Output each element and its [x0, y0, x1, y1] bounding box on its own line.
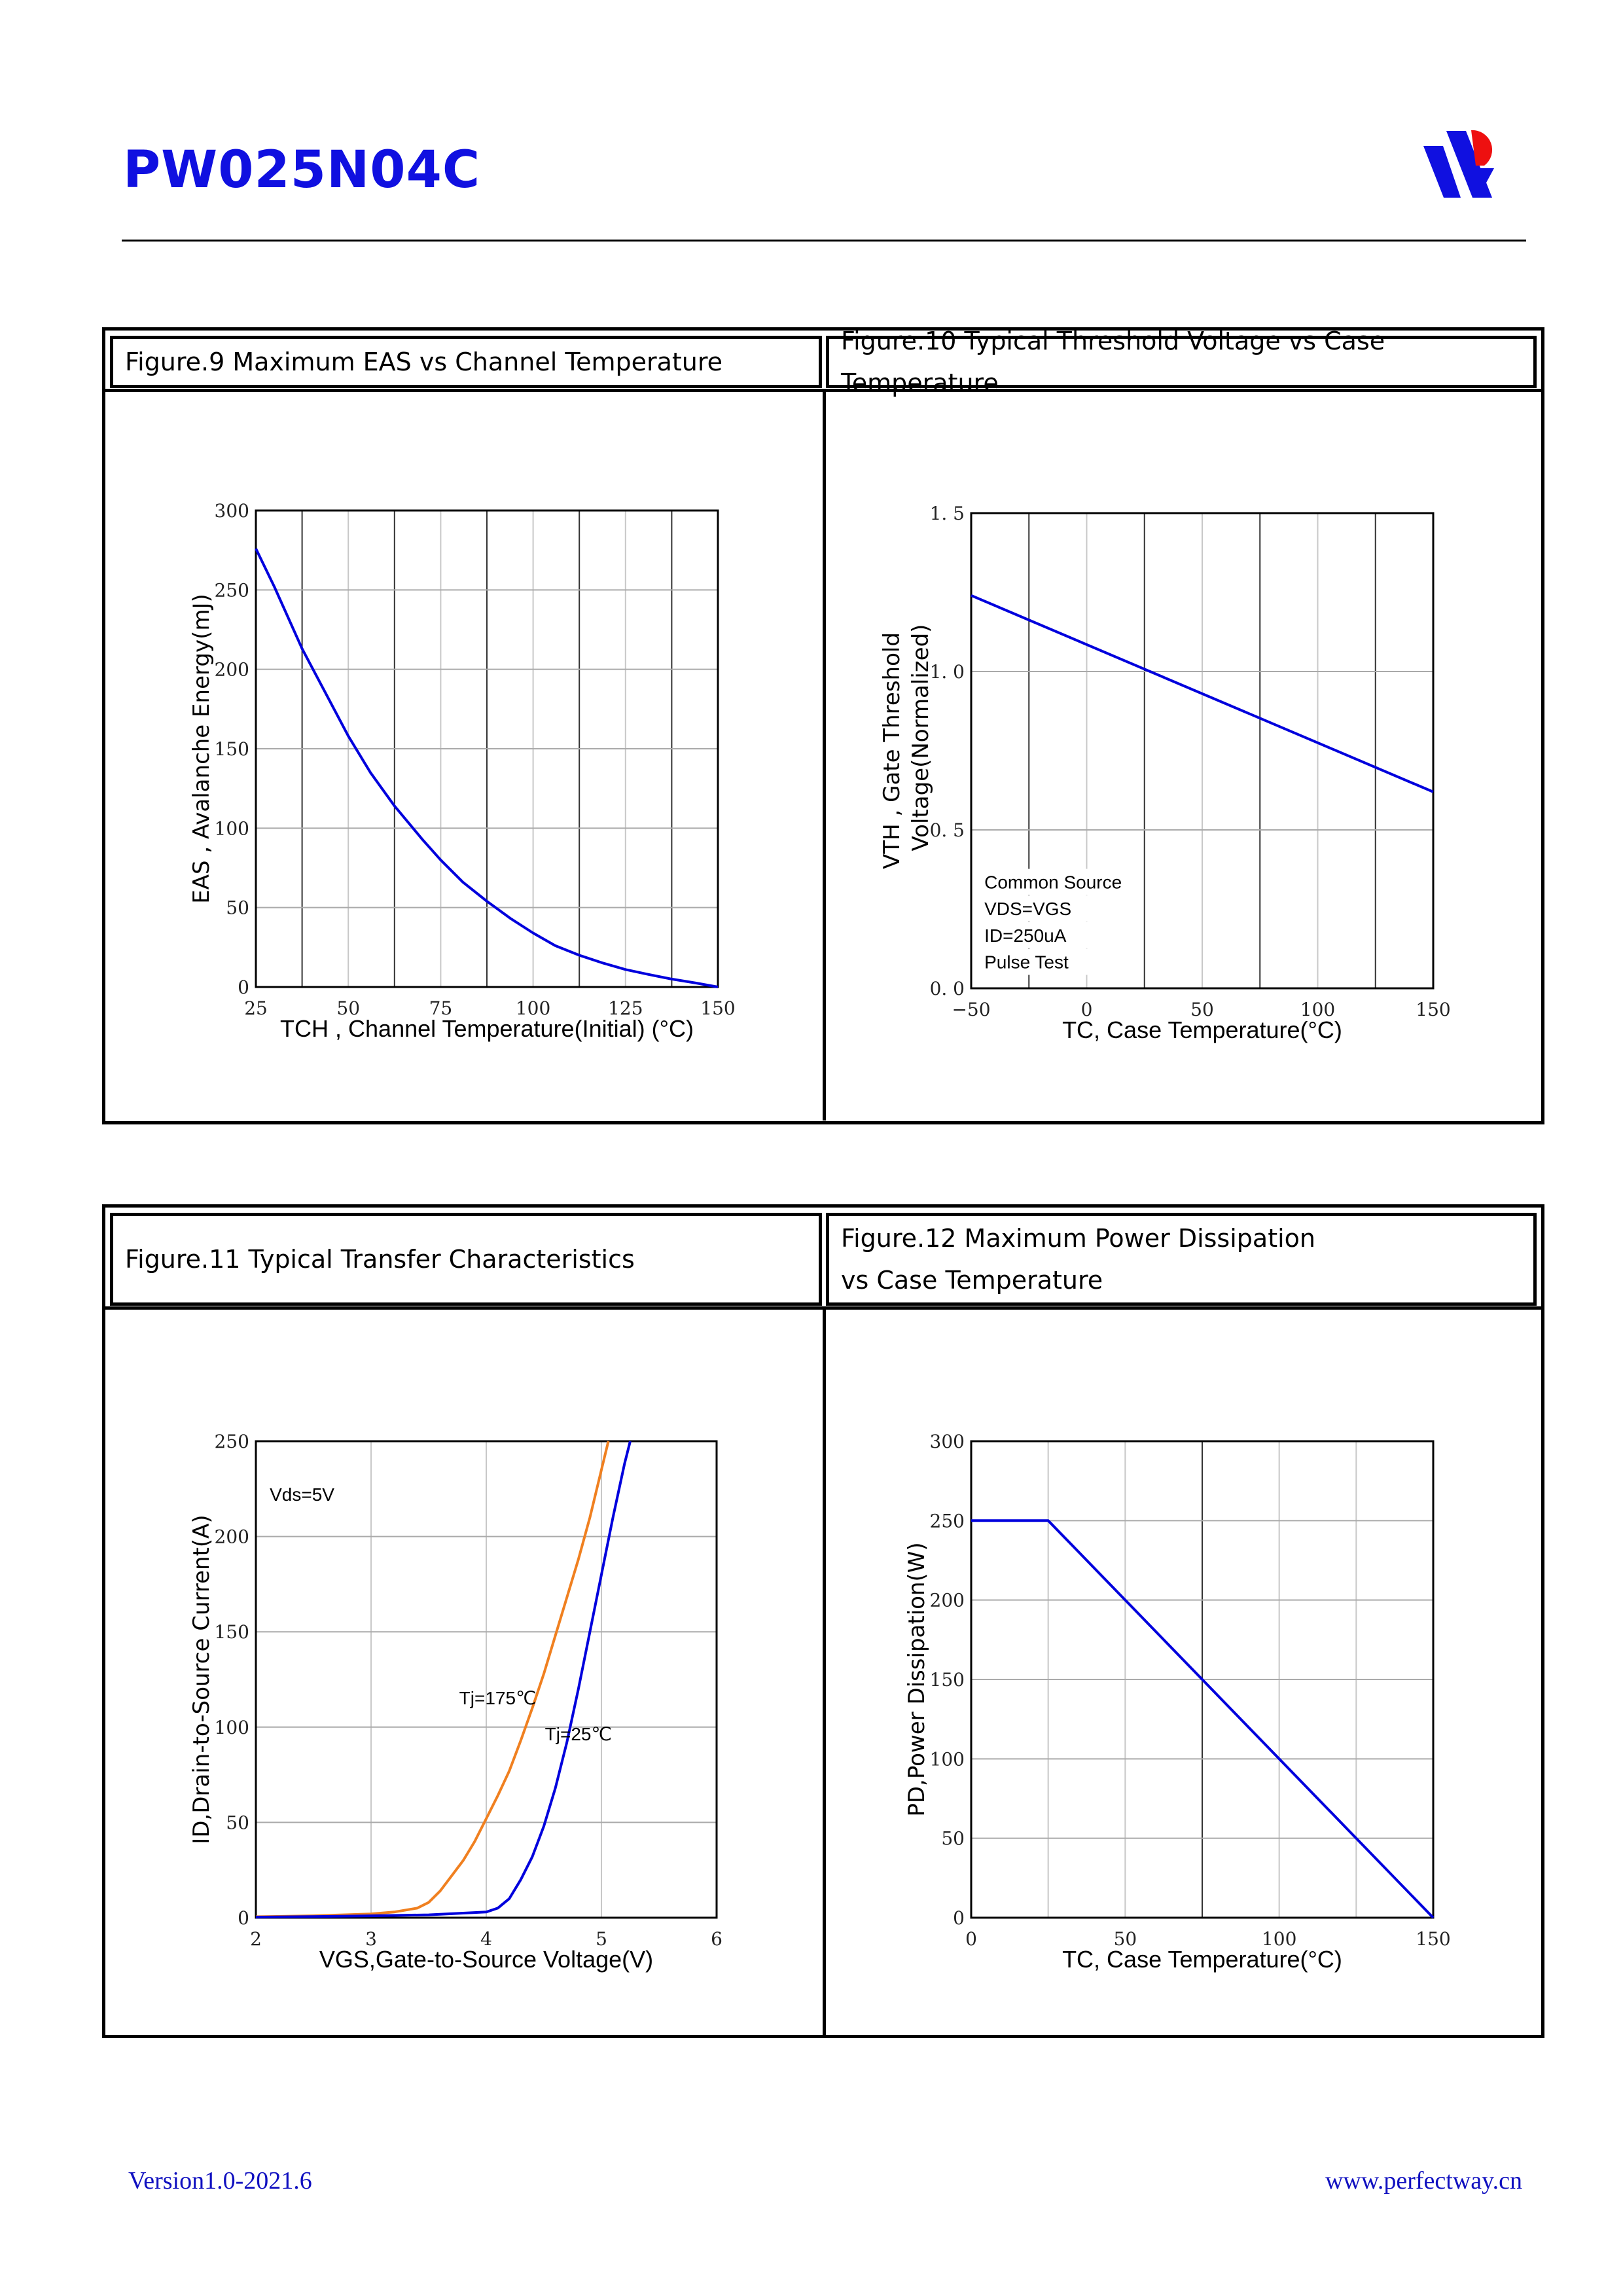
chart-fig11: 2 3 4 5 6 0 50 100 150 200 250 VGS,Gate-to-Source V…	[188, 1431, 722, 1973]
y-tick-label: 250	[215, 579, 249, 601]
company-logo	[1420, 128, 1512, 200]
table-divider	[823, 389, 826, 1121]
figure-table-bottom	[102, 1204, 1544, 2038]
y-axis-label: VTH , Gate Threshold	[879, 632, 905, 869]
x-tick-label: 150	[700, 997, 735, 1019]
website-footer[interactable]: www.perfectway.cn	[1325, 2167, 1522, 2195]
y-tick-label: 200	[215, 1526, 249, 1548]
series-line-fig12-0	[971, 1519, 1435, 1919]
y-axis-label: PD,Power Dissipation(W)	[904, 1542, 930, 1816]
y-tick-label: 0. 0	[930, 978, 965, 999]
series-label: Tj=175℃	[459, 1688, 537, 1708]
y-tick-label: 1. 5	[930, 503, 965, 524]
part-number-title: PW025N04C	[123, 141, 481, 200]
x-tick-label: 50	[1114, 1928, 1137, 1950]
header-divider	[122, 240, 1526, 242]
x-tick-label: 150	[1416, 1928, 1450, 1950]
x-axis-label: TCH , Channel Temperature(Initial) (°C)	[280, 1015, 694, 1042]
y-tick-label: 250	[215, 1431, 249, 1452]
series-label: Tj=25℃	[545, 1724, 612, 1744]
x-tick-label: 75	[429, 997, 453, 1019]
x-axis-label: TC, Case Temperature(°C)	[1062, 1946, 1342, 1973]
chart-annotation: Common Source	[984, 872, 1122, 893]
figure-12-title-line2: vs Case Temperature	[841, 1266, 1103, 1295]
x-tick-label: 25	[244, 997, 268, 1019]
y-tick-label: 300	[930, 1431, 965, 1452]
x-tick-label: 6	[711, 1928, 722, 1950]
x-tick-label: 3	[365, 1928, 377, 1950]
figure-10-title: Figure.10 Typical Threshold Voltage vs C…	[826, 327, 1537, 397]
x-tick-label: 125	[608, 997, 643, 1019]
figure-11-title: Figure.11 Typical Transfer Characteristi…	[110, 1213, 822, 1306]
annotation-bg	[978, 948, 1103, 975]
x-tick-label: 50	[1190, 999, 1214, 1020]
y-tick-label: 100	[215, 1717, 249, 1738]
y-tick-label: 200	[930, 1590, 965, 1611]
y-tick-label: 100	[930, 1748, 965, 1770]
x-tick-label: 2	[250, 1928, 262, 1950]
y-tick-label: 50	[226, 1812, 249, 1833]
series-line-fig9-0	[255, 548, 719, 988]
y-axis-label: EAS , Avalanche Energy(mJ)	[188, 594, 215, 903]
chart-fig9: 25 50 75 100 125 150 0 50 100 150 200 250 300 TCH , C…	[188, 500, 736, 1042]
chart-annotation: Pulse Test	[984, 952, 1069, 973]
x-tick-label: 100	[516, 997, 550, 1019]
x-tick-label: 150	[1416, 999, 1450, 1020]
y-tick-label: 0	[238, 1907, 249, 1929]
table-divider	[823, 1306, 826, 2036]
y-tick-label: 50	[941, 1828, 965, 1850]
y-tick-label: 200	[215, 659, 249, 681]
y-tick-label: 50	[226, 897, 249, 919]
annotation-bg	[978, 922, 1103, 948]
x-tick-label: 50	[336, 997, 360, 1019]
y-tick-label: 250	[930, 1510, 965, 1532]
chart-annotation: VDS=VGS	[984, 899, 1071, 919]
plot-frame	[970, 512, 1435, 990]
figure-table-top	[102, 327, 1544, 1124]
figure-12-title-line1: Figure.12 Maximum Power Dissipation	[841, 1224, 1315, 1253]
x-axis-label: TC, Case Temperature(°C)	[1062, 1016, 1342, 1043]
x-tick-label: 100	[1300, 999, 1335, 1020]
x-tick-label: 100	[1262, 1928, 1296, 1950]
figure-12-title: Figure.12 Maximum Power Dissipation vs C…	[826, 1213, 1537, 1306]
x-tick-label: 0	[1081, 999, 1093, 1020]
series-line-fig11-1	[255, 1441, 632, 1919]
series-line-fig10-0	[971, 594, 1434, 793]
series-line-fig11-0	[255, 1441, 610, 1918]
y-tick-label: 1. 0	[930, 661, 965, 683]
y-tick-label: 150	[215, 1621, 249, 1643]
x-axis-label: VGS,Gate-to-Source Voltage(V)	[319, 1946, 653, 1973]
y-tick-label: 0. 5	[930, 819, 965, 841]
plot-frame	[970, 1440, 1435, 1919]
y-tick-label: 150	[215, 738, 249, 760]
x-tick-label: 4	[480, 1928, 492, 1950]
chart-annotation: Vds=5V	[270, 1484, 334, 1505]
annotation-bg	[978, 869, 1103, 895]
y-axis-label-line2: Voltage(Normalized)	[908, 624, 934, 852]
x-tick-label: 0	[965, 1928, 977, 1950]
y-tick-label: 150	[930, 1669, 965, 1691]
y-tick-label: 0	[238, 977, 249, 998]
version-footer: Version1.0-2021.6	[128, 2167, 312, 2195]
annotation-bg	[978, 895, 1103, 922]
y-axis-label: ID,Drain-to-Source Current(A)	[188, 1515, 215, 1844]
x-tick-label: −50	[952, 999, 990, 1020]
chart-fig10: −50 0 50 100 150 0. 0 0. 5 1. 0 1. 5 TC, Case Tem…	[879, 503, 1451, 1043]
x-tick-label: 5	[596, 1928, 607, 1950]
plot-frame	[255, 1440, 718, 1919]
figure-9-title: Figure.9 Maximum EAS vs Channel Temperat…	[110, 336, 822, 388]
chart-fig12: 0 50 100 150 0 50 100 150 200 250 300 TC, Case Temp…	[904, 1431, 1451, 1973]
y-tick-label: 300	[215, 500, 249, 522]
y-tick-label: 100	[215, 817, 249, 839]
chart-annotation: ID=250uA	[984, 925, 1067, 946]
plot-frame	[255, 509, 719, 988]
y-tick-label: 0	[953, 1907, 965, 1929]
